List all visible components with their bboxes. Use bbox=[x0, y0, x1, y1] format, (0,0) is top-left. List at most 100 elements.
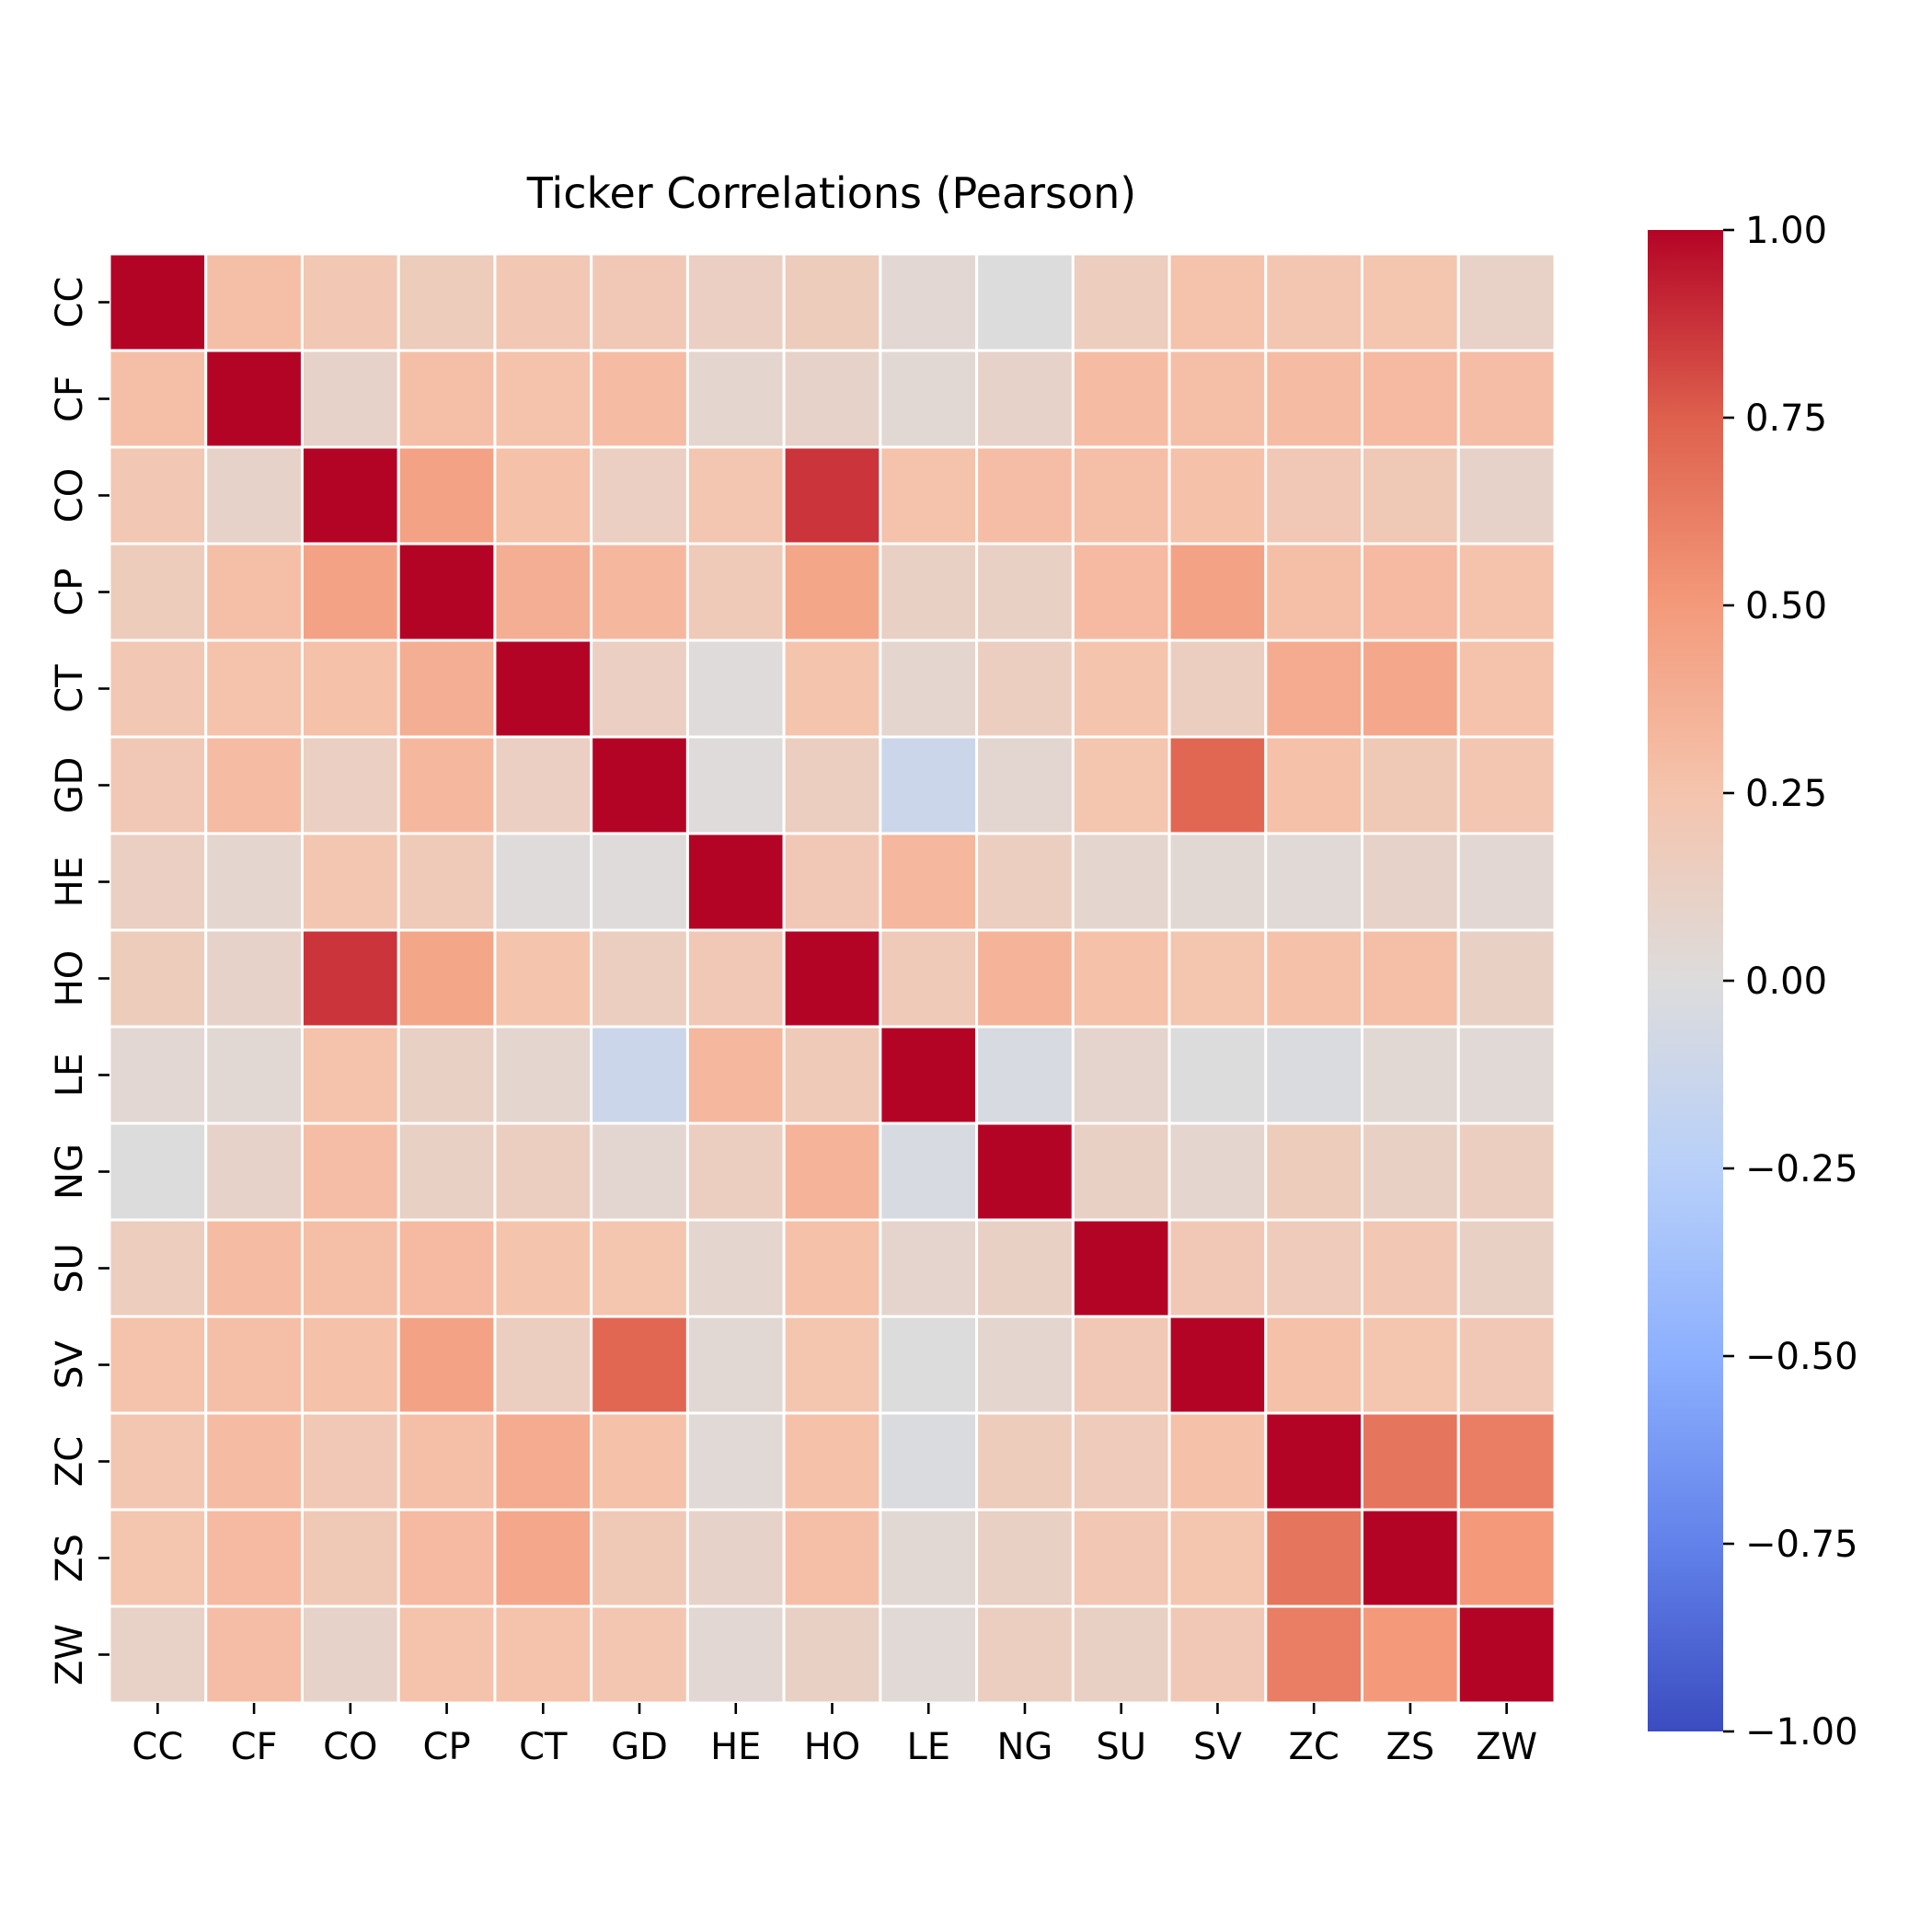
heatmap-cell-HE-ZW bbox=[1456, 832, 1557, 932]
heatmap-cell-SU-ZW bbox=[1456, 1218, 1557, 1318]
heatmap-cell-SV-SV bbox=[1167, 1315, 1268, 1415]
x-tick-label-ZC: ZC bbox=[1288, 1726, 1339, 1768]
heatmap-cell-ZC-GD bbox=[590, 1411, 689, 1512]
heatmap-cell-CT-SV bbox=[1167, 638, 1268, 739]
heatmap-cell-CF-SU bbox=[1071, 349, 1171, 449]
heatmap-cell-HE-GD bbox=[590, 832, 689, 932]
heatmap-cell-HE-ZC bbox=[1264, 832, 1364, 932]
heatmap-cell-ZC-CO bbox=[300, 1411, 400, 1512]
heatmap-cell-CT-HO bbox=[782, 638, 882, 739]
heatmap-cell-CF-CO bbox=[300, 349, 400, 449]
heatmap-cell-ZS-ZS bbox=[1361, 1508, 1460, 1608]
heatmap-cell-CP-CP bbox=[397, 542, 497, 642]
heatmap-cell-CF-NG bbox=[975, 349, 1075, 449]
heatmap-cell-SV-CF bbox=[204, 1315, 304, 1415]
x-tick-label-CT: CT bbox=[519, 1726, 568, 1768]
y-tick-label-CP: CP bbox=[49, 568, 91, 615]
heatmap-cell-CO-SV bbox=[1167, 445, 1268, 546]
heatmap-cell-HE-CC bbox=[108, 832, 208, 932]
heatmap-cell-CF-HE bbox=[685, 349, 786, 449]
heatmap-cell-ZS-CP bbox=[397, 1508, 497, 1608]
heatmap-cell-HO-CO bbox=[300, 928, 400, 1029]
heatmap-cell-HO-NG bbox=[975, 928, 1075, 1029]
heatmap-cell-SU-ZC bbox=[1264, 1218, 1364, 1318]
heatmap-cell-HO-CT bbox=[493, 928, 593, 1029]
heatmap-cell-LE-ZC bbox=[1264, 1025, 1364, 1125]
heatmap-cell-HE-CP bbox=[397, 832, 497, 932]
heatmap-cell-ZC-HO bbox=[782, 1411, 882, 1512]
heatmap-cell-GD-ZS bbox=[1361, 735, 1460, 835]
x-tick-label-CP: CP bbox=[423, 1726, 471, 1768]
heatmap-cell-CC-CP bbox=[397, 252, 497, 352]
heatmap-cell-ZW-CP bbox=[397, 1604, 497, 1705]
x-tick-label-NG: NG bbox=[997, 1726, 1053, 1768]
heatmap-cell-NG-GD bbox=[590, 1121, 689, 1222]
y-tick-label-SV: SV bbox=[49, 1340, 91, 1388]
heatmap-cell-HO-GD bbox=[590, 928, 689, 1029]
heatmap-cell-ZW-NG bbox=[975, 1604, 1075, 1705]
heatmap-cell-HO-SU bbox=[1071, 928, 1171, 1029]
colorbar-tick-label: 0.75 bbox=[1745, 397, 1827, 440]
heatmap-cell-CP-CF bbox=[204, 542, 304, 642]
heatmap-cell-LE-LE bbox=[879, 1025, 979, 1125]
heatmap-cell-CF-CC bbox=[108, 349, 208, 449]
x-tick-label-ZW: ZW bbox=[1476, 1726, 1537, 1768]
heatmap-cell-ZC-CT bbox=[493, 1411, 593, 1512]
heatmap-cell-NG-ZW bbox=[1456, 1121, 1557, 1222]
heatmap-cell-HO-CF bbox=[204, 928, 304, 1029]
heatmap-cell-GD-CF bbox=[204, 735, 304, 835]
heatmap-cell-HE-SV bbox=[1167, 832, 1268, 932]
heatmap-cell-HO-CP bbox=[397, 928, 497, 1029]
heatmap-cell-HO-HE bbox=[685, 928, 786, 1029]
heatmap-cell-ZS-CF bbox=[204, 1508, 304, 1608]
heatmap-cell-SU-CC bbox=[108, 1218, 208, 1318]
heatmap-cell-ZW-SU bbox=[1071, 1604, 1171, 1705]
y-tick-label-SU: SU bbox=[49, 1243, 91, 1294]
heatmap-cell-SV-ZS bbox=[1361, 1315, 1460, 1415]
heatmap-cell-ZS-GD bbox=[590, 1508, 689, 1608]
x-tick-label-HE: HE bbox=[710, 1726, 761, 1768]
heatmap-cell-ZS-CT bbox=[493, 1508, 593, 1608]
heatmap-cell-SU-LE bbox=[879, 1218, 979, 1318]
heatmap-cell-CT-NG bbox=[975, 638, 1075, 739]
heatmap-cell-CF-GD bbox=[590, 349, 689, 449]
heatmap-cell-SV-ZW bbox=[1456, 1315, 1557, 1415]
heatmap-cell-CF-LE bbox=[879, 349, 979, 449]
heatmap-cell-LE-CT bbox=[493, 1025, 593, 1125]
heatmap-cell-ZS-LE bbox=[879, 1508, 979, 1608]
heatmap-cell-CO-GD bbox=[590, 445, 689, 546]
heatmap-cell-CT-CT bbox=[493, 638, 593, 739]
heatmap-cell-CF-SV bbox=[1167, 349, 1268, 449]
heatmap-cell-CT-CP bbox=[397, 638, 497, 739]
heatmap-cell-NG-ZS bbox=[1361, 1121, 1460, 1222]
heatmap-cell-CF-ZW bbox=[1456, 349, 1557, 449]
heatmap-cell-CC-CO bbox=[300, 252, 400, 352]
heatmap-cell-CO-SU bbox=[1071, 445, 1171, 546]
heatmap-cell-GD-SV bbox=[1167, 735, 1268, 835]
heatmap-cell-SU-SU bbox=[1071, 1218, 1171, 1318]
y-tick-label-CT: CT bbox=[49, 664, 91, 713]
x-tick-label-SU: SU bbox=[1096, 1726, 1146, 1768]
heatmap-cell-ZS-CO bbox=[300, 1508, 400, 1608]
heatmap-cell-HE-HO bbox=[782, 832, 882, 932]
heatmap-cell-SV-CO bbox=[300, 1315, 400, 1415]
heatmap-cell-SV-LE bbox=[879, 1315, 979, 1415]
heatmap-cell-ZW-CO bbox=[300, 1604, 400, 1705]
x-axis: CC CF CO CP CT GD HE HO LE NG SU SV ZC ZS ZW bbox=[132, 1703, 1537, 1768]
heatmap-cell-CT-SU bbox=[1071, 638, 1171, 739]
heatmap-cell-ZC-CC bbox=[108, 1411, 208, 1512]
heatmap-cell-HE-CT bbox=[493, 832, 593, 932]
heatmap-cell-GD-LE bbox=[879, 735, 979, 835]
heatmap-cell-CF-ZC bbox=[1264, 349, 1364, 449]
colorbar-tick-label: −0.50 bbox=[1745, 1336, 1858, 1378]
heatmap-cell-SV-CC bbox=[108, 1315, 208, 1415]
y-tick-label-LE: LE bbox=[49, 1053, 91, 1098]
heatmap-cell-ZW-GD bbox=[590, 1604, 689, 1705]
heatmap-cell-ZC-ZW bbox=[1456, 1411, 1557, 1512]
heatmap-cell-CP-SU bbox=[1071, 542, 1171, 642]
heatmap-cell-ZC-ZS bbox=[1361, 1411, 1460, 1512]
colorbar-tick-label: 0.50 bbox=[1745, 585, 1827, 627]
heatmap-cell-CP-SV bbox=[1167, 542, 1268, 642]
heatmap-cell-LE-ZW bbox=[1456, 1025, 1557, 1125]
heatmap-cell-CC-ZC bbox=[1264, 252, 1364, 352]
